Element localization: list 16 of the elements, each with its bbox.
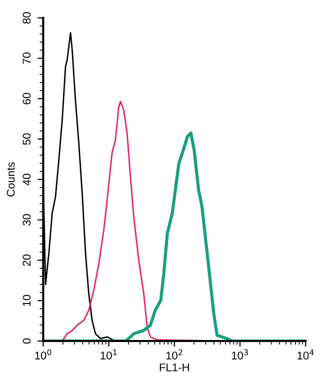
y-tick-label: 20 (22, 254, 31, 266)
y-tick-label: 0 (22, 338, 31, 344)
y-tick-label: 10 (22, 294, 31, 306)
x-axis-title: FL1-H (160, 364, 189, 372)
y-tick-label: 30 (22, 214, 31, 226)
x-tick-label: 10$^{4}$ (298, 349, 314, 360)
y-tick-label: 70 (22, 52, 31, 64)
x-tick-label: 10$^{3}$ (232, 349, 248, 360)
y-axis-title: Counts (6, 162, 15, 196)
y-tick-label: 40 (22, 174, 31, 186)
x-tick-label: 10$^{0}$ (35, 349, 52, 360)
y-tick-label: 50 (22, 133, 31, 145)
y-tick-label: 60 (22, 92, 31, 104)
x-tick-label: 10$^{1}$ (100, 349, 117, 360)
x-tick-label: 10$^{2}$ (166, 349, 182, 360)
y-tick-label: 80 (22, 12, 31, 24)
